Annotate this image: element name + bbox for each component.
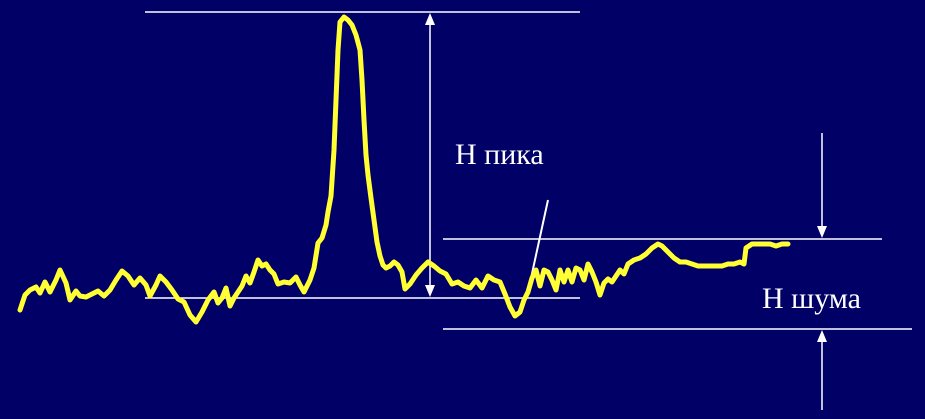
noise-height-label: H шума — [762, 282, 861, 315]
noise-arrow-bottom-head — [817, 330, 827, 342]
peak-height-label: H пика — [455, 138, 544, 171]
noise-arrow-top-head — [817, 226, 827, 238]
peak-arrow-up-head — [425, 13, 435, 25]
signal-trace — [17, 14, 791, 325]
peak-arrow-down-head — [425, 285, 435, 297]
